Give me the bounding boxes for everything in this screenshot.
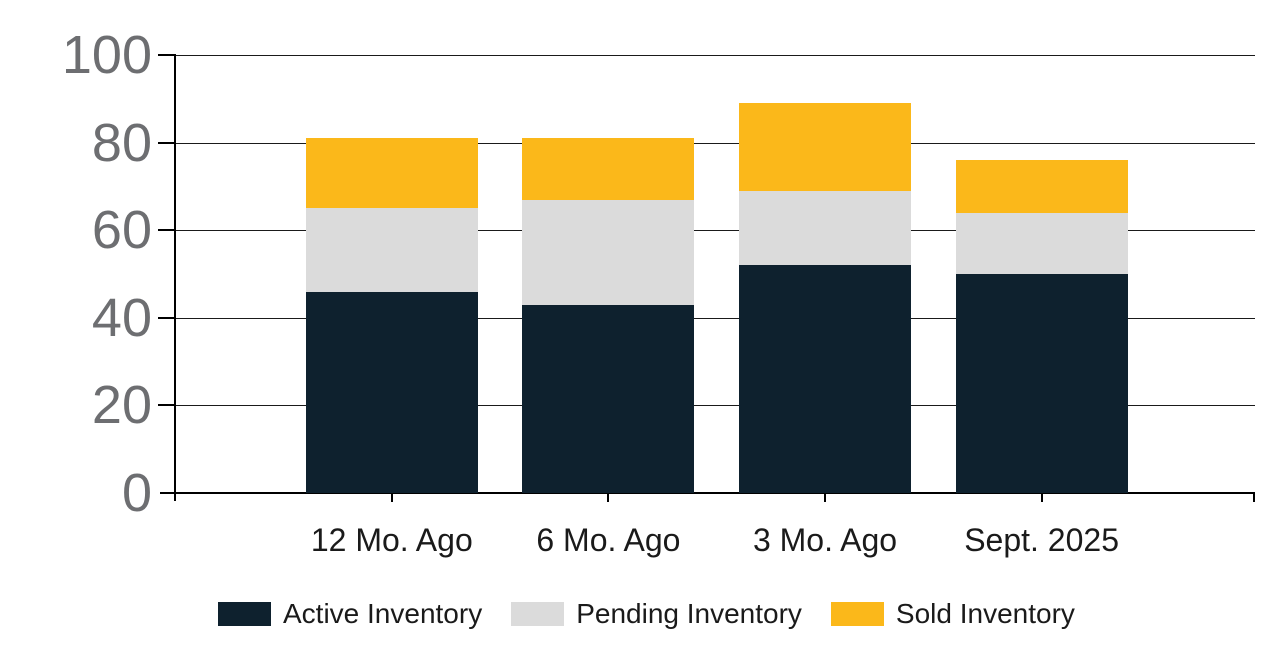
gridline-20: [176, 405, 1255, 407]
bar-segment-pending-inventory-4: [955, 212, 1128, 274]
y-axis-label-0: 0: [121, 463, 152, 523]
y-axis-label-100: 100: [61, 25, 152, 85]
legend-item-sold-inventory: Sold Inventory: [830, 598, 1075, 629]
bar-segment-active-inventory-4: [955, 274, 1128, 493]
legend-label-active-inventory: Active Inventory: [283, 598, 483, 629]
legend-swatch-sold-inventory: [830, 602, 884, 626]
bar-segment-pending-inventory-2: [522, 199, 695, 305]
legend-item-pending-inventory: Pending Inventory: [511, 599, 802, 629]
x-axis-tick-4: [1040, 493, 1043, 502]
gridline-80: [176, 142, 1255, 144]
legend-item-active-inventory: Active Inventory: [218, 599, 482, 629]
y-axis-tick-40: [158, 316, 176, 319]
legend-label-sold-inventory: Sold Inventory: [895, 598, 1075, 629]
y-axis-tick-20: [158, 404, 176, 407]
gridline-40: [176, 317, 1255, 319]
x-axis-tick-2: [607, 493, 610, 502]
y-axis-tick-100: [158, 54, 176, 56]
y-axis-label-80: 80: [91, 112, 152, 173]
bar-segment-active-inventory-1: [305, 291, 478, 493]
y-axis-tick-80: [158, 141, 176, 144]
y-axis-label-40: 40: [91, 287, 152, 348]
legend-swatch-pending-inventory: [511, 602, 565, 626]
bar-segment-sold-inventory-1: [305, 138, 478, 209]
y-axis-label-20: 20: [91, 375, 152, 436]
gridline-60: [176, 230, 1255, 232]
x-axis-label-2: 6 Mo. Ago: [536, 522, 681, 558]
x-axis-label-1: 12 Mo. Ago: [310, 522, 473, 558]
gridline-100: [176, 55, 1255, 56]
bar-segment-pending-inventory-3: [739, 190, 911, 266]
bar-segment-sold-inventory-2: [522, 138, 695, 200]
legend-label-pending-inventory: Pending Inventory: [576, 598, 802, 629]
x-axis-end-tick: [1253, 493, 1255, 502]
y-axis-label-60: 60: [91, 200, 152, 261]
x-axis-tick-3: [824, 493, 826, 502]
x-axis-label-3: 3 Mo. Ago: [752, 522, 898, 558]
y-axis-line: [174, 55, 176, 501]
legend: Active Inventory Pending Inventory Sold …: [218, 599, 1075, 629]
bar-segment-active-inventory-3: [739, 265, 911, 493]
x-axis-label-4: Sept. 2025: [964, 522, 1119, 558]
legend-swatch-active-inventory: [218, 602, 271, 626]
bar-segment-active-inventory-2: [522, 304, 695, 493]
y-axis-tick-60: [158, 229, 176, 232]
x-axis-tick-1: [390, 493, 393, 502]
gridline-0: [160, 492, 1255, 494]
bar-segment-pending-inventory-1: [305, 208, 478, 292]
bar-segment-sold-inventory-3: [739, 103, 911, 191]
bar-segment-sold-inventory-4: [955, 160, 1128, 213]
